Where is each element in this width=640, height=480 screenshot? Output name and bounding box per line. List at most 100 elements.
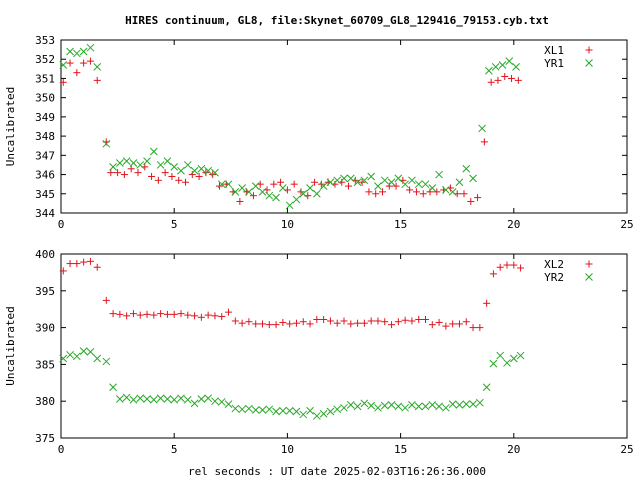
data-point xyxy=(367,317,375,325)
data-point xyxy=(353,178,362,187)
data-point xyxy=(188,171,196,179)
x-tick-label: 20 xyxy=(507,218,520,231)
data-point xyxy=(123,312,131,320)
data-point xyxy=(122,393,131,402)
data-point xyxy=(408,176,416,185)
data-point xyxy=(190,166,199,175)
legend-label: XL2 xyxy=(544,258,564,271)
data-point xyxy=(433,188,441,196)
data-point xyxy=(73,69,81,77)
data-point xyxy=(279,184,287,192)
x-tick-label: 25 xyxy=(620,218,633,231)
data-point xyxy=(252,320,260,328)
data-point xyxy=(86,57,94,65)
data-point xyxy=(517,264,525,272)
data-point xyxy=(66,260,74,268)
data-point xyxy=(66,47,74,56)
y-tick-label: 346 xyxy=(35,169,55,182)
data-point xyxy=(79,347,88,356)
data-point xyxy=(143,157,151,165)
data-point xyxy=(414,180,423,189)
data-point xyxy=(109,163,117,171)
legend-marker xyxy=(585,260,593,268)
data-point xyxy=(107,169,115,177)
data-point xyxy=(143,395,151,403)
data-point xyxy=(387,178,396,187)
data-point xyxy=(143,310,151,318)
y-tick-label: 375 xyxy=(35,432,55,445)
data-point xyxy=(467,197,475,205)
y-tick-label: 344 xyxy=(35,207,55,220)
data-point xyxy=(319,409,328,418)
data-point xyxy=(272,407,280,416)
data-point xyxy=(285,406,294,415)
data-point xyxy=(285,201,294,210)
data-point xyxy=(442,322,450,330)
data-point xyxy=(204,311,212,319)
data-point xyxy=(292,195,301,204)
data-point xyxy=(93,63,102,71)
data-point xyxy=(311,178,319,186)
data-point xyxy=(211,312,219,320)
legend-marker xyxy=(585,46,593,54)
data-point xyxy=(72,49,81,58)
x-tick-label: 20 xyxy=(507,443,520,456)
data-point xyxy=(498,61,507,69)
data-point xyxy=(408,317,416,325)
data-point xyxy=(286,320,294,328)
data-point xyxy=(455,401,464,409)
data-point xyxy=(421,402,430,411)
x-tick-label: 15 xyxy=(394,218,407,231)
data-point xyxy=(211,168,219,177)
data-point xyxy=(345,182,353,190)
data-point xyxy=(170,395,179,404)
data-point xyxy=(154,176,162,184)
data-point xyxy=(86,43,95,52)
data-point xyxy=(428,184,437,192)
data-point xyxy=(184,311,192,319)
y-tick-label: 350 xyxy=(35,92,55,105)
data-point xyxy=(483,299,491,307)
data-point xyxy=(93,263,101,271)
data-point xyxy=(109,383,117,392)
data-point xyxy=(170,310,178,318)
series-yr1 xyxy=(59,43,520,210)
x-tick-label: 5 xyxy=(171,443,178,456)
data-point xyxy=(270,180,278,188)
plot-frame xyxy=(60,253,628,439)
data-point xyxy=(122,157,131,165)
data-point xyxy=(491,63,500,71)
data-point xyxy=(116,395,124,403)
data-point xyxy=(401,403,409,412)
data-point xyxy=(415,316,423,324)
data-point xyxy=(156,394,165,403)
data-point xyxy=(306,406,314,415)
data-point xyxy=(238,319,246,327)
data-point xyxy=(354,319,362,327)
x-tick-label: 10 xyxy=(281,218,294,231)
data-point xyxy=(462,318,470,326)
data-point xyxy=(299,318,307,326)
data-point xyxy=(161,169,169,177)
data-point xyxy=(163,310,171,318)
x-tick-label: 25 xyxy=(620,443,633,456)
data-point xyxy=(474,194,482,202)
data-point xyxy=(59,78,67,86)
data-point xyxy=(485,66,493,75)
data-point xyxy=(114,169,122,177)
data-point xyxy=(378,188,386,196)
data-point xyxy=(320,316,328,324)
data-point xyxy=(290,180,298,188)
data-point xyxy=(245,318,253,326)
data-point xyxy=(66,350,74,359)
data-point xyxy=(462,164,471,173)
data-point xyxy=(333,176,342,185)
data-point xyxy=(231,317,239,325)
data-point xyxy=(109,310,117,318)
data-point xyxy=(422,316,430,324)
data-point xyxy=(367,401,376,410)
y-tick-label: 352 xyxy=(35,53,55,66)
data-point xyxy=(148,172,156,180)
data-point xyxy=(401,316,409,324)
data-point xyxy=(134,169,142,177)
